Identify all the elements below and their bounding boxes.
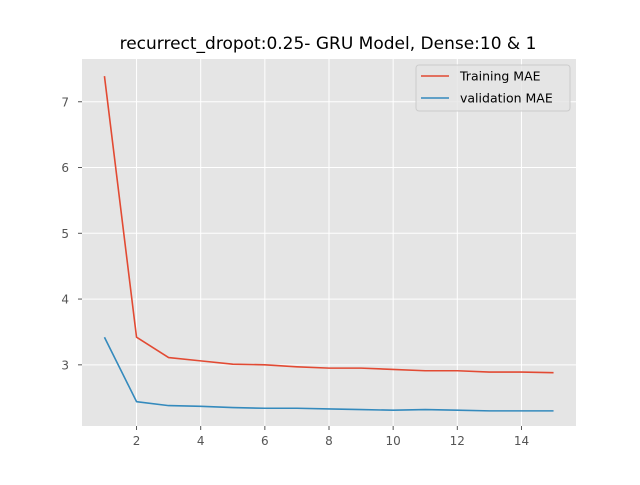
- y-tick-label: 5: [61, 227, 69, 241]
- legend-label: validation MAE: [460, 91, 553, 106]
- x-axis: 2 4 6 8 10 12 14: [133, 426, 529, 448]
- chart-title: recurrect_dropot:0.25- GRU Model, Dense:…: [120, 34, 537, 54]
- x-tick-label: 6: [261, 434, 269, 448]
- series-layer: [103, 76, 554, 412]
- y-tick-label: 4: [61, 293, 69, 307]
- y-tick-label: 7: [61, 95, 69, 109]
- series-line-training-mae: [103, 76, 554, 374]
- x-tick-label: 14: [514, 434, 529, 448]
- x-tick-label: 8: [325, 434, 333, 448]
- y-tick-label: 6: [61, 161, 69, 175]
- x-tick-label: 12: [450, 434, 465, 448]
- series-line-validation-mae: [103, 336, 554, 412]
- y-axis: 3 4 5 6 7: [61, 95, 82, 372]
- x-tick-label: 2: [133, 434, 141, 448]
- y-tick-label: 3: [61, 358, 69, 372]
- legend: Training MAE validation MAE: [415, 64, 571, 112]
- legend-label: Training MAE: [459, 69, 541, 84]
- x-tick-label: 4: [197, 434, 205, 448]
- x-tick-label: 10: [386, 434, 401, 448]
- grid-lines: [82, 59, 576, 426]
- legend-box: [415, 64, 571, 112]
